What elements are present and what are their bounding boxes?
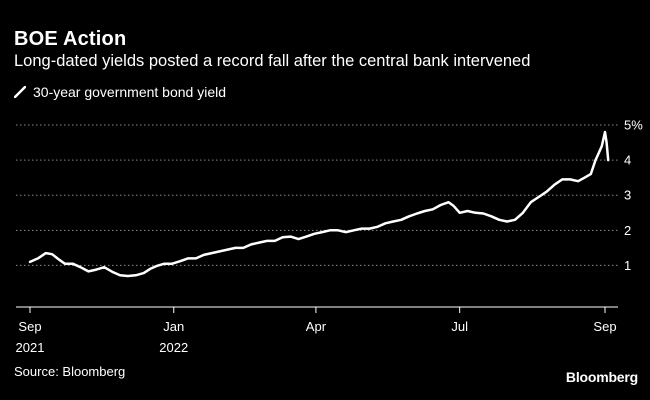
x-tick-label: Jan xyxy=(163,319,184,334)
bloomberg-logo: Bloomberg xyxy=(565,369,638,385)
y-tick-label: 2 xyxy=(624,223,631,238)
x-tick-label: Sep xyxy=(18,319,41,334)
legend-swatch-icon xyxy=(14,86,26,98)
x-tick-sublabel: 2021 xyxy=(16,340,45,355)
x-tick-sublabel: 2022 xyxy=(159,340,188,355)
chart-legend: 30-year government bond yield xyxy=(14,84,226,100)
series-line xyxy=(28,130,610,278)
x-tick-label: Sep xyxy=(593,319,616,334)
source-note: Source: Bloomberg xyxy=(14,364,126,379)
x-tick-label: Jul xyxy=(451,319,468,334)
chart-subtitle: Long-dated yields posted a record fall a… xyxy=(14,52,531,70)
y-tick-label: 3 xyxy=(624,188,631,203)
chart-title: BOE Action xyxy=(14,28,127,50)
y-tick-label: 5% xyxy=(624,118,643,133)
x-tick-label: Apr xyxy=(306,319,327,334)
legend-label: 30-year government bond yield xyxy=(33,84,227,100)
y-tick-label: 4 xyxy=(624,153,631,168)
y-tick-label: 1 xyxy=(624,258,631,273)
